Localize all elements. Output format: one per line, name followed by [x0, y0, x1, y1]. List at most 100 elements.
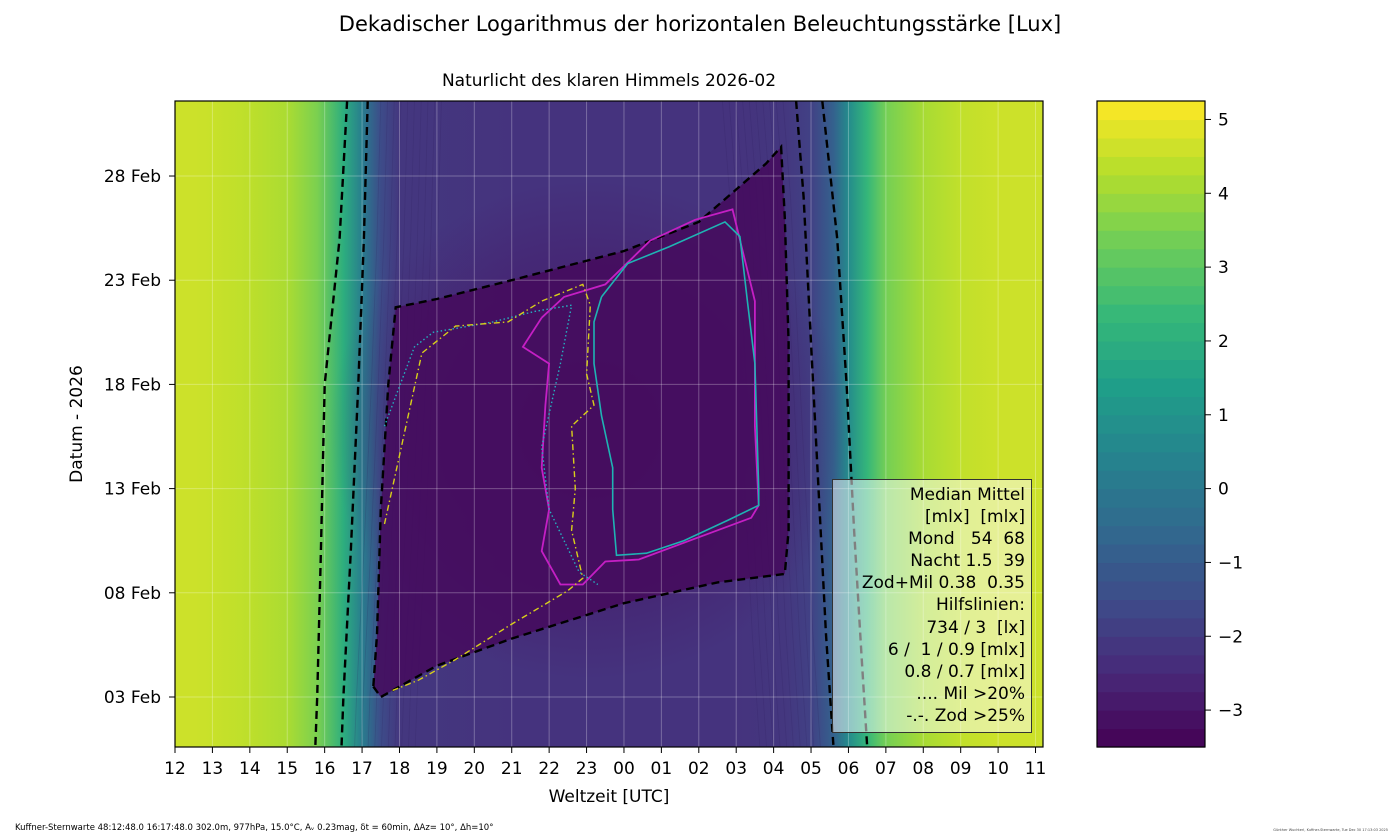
y-tick-label: 13 Feb — [104, 480, 161, 500]
colorbar-band — [1097, 507, 1205, 527]
colorbar-band — [1097, 433, 1205, 453]
x-tick-label: 01 — [651, 759, 673, 779]
contour-lines — [314, 101, 869, 747]
colorbar-band — [1097, 525, 1205, 545]
x-tick-label: 04 — [763, 759, 785, 779]
chart-title: Dekadischer Logarithmus der horizontalen… — [338, 12, 1062, 36]
x-tick-label: 17 — [351, 759, 373, 779]
x-tick-label: 20 — [463, 759, 485, 779]
colorbar-band — [1097, 488, 1205, 508]
chart-subtitle: Naturlicht des klaren Himmels 2026-02 — [441, 71, 777, 91]
y-tick-label: 18 Feb — [104, 375, 161, 395]
colorbar-band — [1097, 470, 1205, 490]
colorbar-band — [1097, 193, 1205, 213]
colorbar-tick-label: 3 — [1218, 258, 1229, 278]
legend-line: .... Mil >20% — [916, 683, 1025, 704]
colorbar-band — [1097, 562, 1205, 582]
colorbar-band — [1097, 691, 1205, 711]
x-tick-label: 23 — [576, 759, 598, 779]
y-tick-label: 28 Feb — [104, 167, 161, 187]
x-tick-label: 22 — [538, 759, 560, 779]
colorbar-band — [1097, 599, 1205, 619]
contour-moon-magenta — [521, 208, 760, 586]
contour-night-boundary — [372, 143, 790, 699]
colorbar-band — [1097, 304, 1205, 324]
contour-moon-cyan — [593, 220, 760, 557]
contour-sunrise-outer — [821, 101, 869, 747]
colorbar-band — [1097, 617, 1205, 637]
night-region — [373, 146, 789, 698]
colorbar-band — [1097, 728, 1205, 748]
x-axis: 12 13 14 15 16 17 18 19 20 21 22 23 00 01 02 03 04 05 06 07… — [164, 747, 1046, 779]
colorbar-tick-label: −2 — [1218, 627, 1243, 647]
y-axis-label: Datum - 2026 — [67, 365, 87, 483]
legend-line: Mond 54 68 — [908, 529, 1025, 550]
colorbar-tick-label: −3 — [1218, 701, 1243, 721]
colorbar-band — [1097, 396, 1205, 416]
plot-area — [175, 101, 1043, 747]
contour-milky-way — [383, 304, 599, 586]
x-tick-label: 11 — [1025, 759, 1047, 779]
legend-line: Nacht 1.5 39 — [910, 551, 1025, 572]
colorbar-tick-label: 2 — [1218, 332, 1229, 352]
colorbar-band — [1097, 248, 1205, 268]
colorbar-tick-label: 4 — [1218, 184, 1229, 204]
y-axis: 03 Feb 08 Feb 13 Feb 18 Feb 23 Feb 28 Feb — [104, 167, 175, 708]
colorbar-band — [1097, 580, 1205, 600]
colorbar-tick-label: 5 — [1218, 110, 1229, 130]
legend-line: Zod+Mil 0.38 0.35 — [861, 573, 1025, 594]
legend-line: 6 / 1 / 0.9 [mlx] — [887, 639, 1025, 660]
colorbar-band — [1097, 543, 1205, 564]
night-core-fill — [373, 146, 789, 698]
legend-box: Median Mittel [mlx] [mlx] Mond 54 68 Nac… — [832, 479, 1032, 733]
x-tick-label: 14 — [239, 759, 261, 779]
footer-credit: Günther Wuchterl, Kuffner-Sternwarte, Tu… — [1273, 828, 1388, 832]
contour-sunset-inner — [340, 101, 369, 747]
legend-line: 0.8 / 0.7 [mlx] — [904, 661, 1025, 682]
colorbar-band — [1097, 285, 1205, 305]
x-tick-label: 19 — [426, 759, 448, 779]
colorbar-tick-label: 0 — [1218, 480, 1229, 500]
colorbar-band — [1097, 137, 1205, 157]
x-axis-label: Weltzeit [UTC] — [549, 787, 670, 807]
colorbar-tick-label: −1 — [1218, 553, 1243, 573]
colorbar-band — [1097, 654, 1205, 674]
colorbar-band — [1097, 377, 1205, 397]
footer-observatory-info: Kuffner-Sternwarte 48:12:48.0 16:17:48.0… — [15, 823, 494, 833]
colorbar-band — [1097, 119, 1205, 139]
contour-sunset-outer — [314, 101, 349, 747]
colorbar-band — [1097, 156, 1205, 176]
colorbar-band — [1097, 267, 1205, 287]
colorbar-band — [1097, 230, 1205, 250]
grid-lines — [175, 101, 1043, 747]
x-tick-label: 10 — [987, 759, 1009, 779]
x-tick-label: 02 — [688, 759, 710, 779]
x-tick-label: 07 — [875, 759, 897, 779]
x-tick-label: 08 — [912, 759, 934, 779]
x-tick-label: 16 — [314, 759, 336, 779]
colorbar: −3 −2 −1 0 1 2 3 4 5 — [1096, 100, 1243, 748]
x-tick-label: 15 — [276, 759, 298, 779]
legend-line: [mlx] [mlx] — [924, 507, 1025, 528]
colorbar-band — [1097, 211, 1205, 231]
colorbar-band — [1097, 710, 1205, 730]
colorbar-frame — [1096, 100, 1206, 748]
contour-zodiacal — [383, 283, 595, 692]
y-tick-label: 23 Feb — [104, 271, 161, 291]
colorbar-band — [1097, 174, 1205, 194]
x-tick-label: 21 — [501, 759, 523, 779]
x-tick-label: 05 — [800, 759, 822, 779]
colorbar-band — [1097, 636, 1205, 656]
x-tick-label: 12 — [164, 759, 186, 779]
colorbar-band — [1097, 451, 1205, 471]
colorbar-band — [1097, 673, 1205, 693]
x-tick-label: 00 — [613, 759, 635, 779]
colorbar-band — [1097, 322, 1205, 342]
legend-line: Hilfslinien: — [936, 595, 1025, 616]
colorbar-band — [1097, 340, 1205, 360]
legend-line: 734 / 3 [lx] — [926, 617, 1025, 638]
x-tick-label: 03 — [725, 759, 747, 779]
x-tick-label: 18 — [389, 759, 411, 779]
colorbar-band — [1097, 414, 1205, 434]
